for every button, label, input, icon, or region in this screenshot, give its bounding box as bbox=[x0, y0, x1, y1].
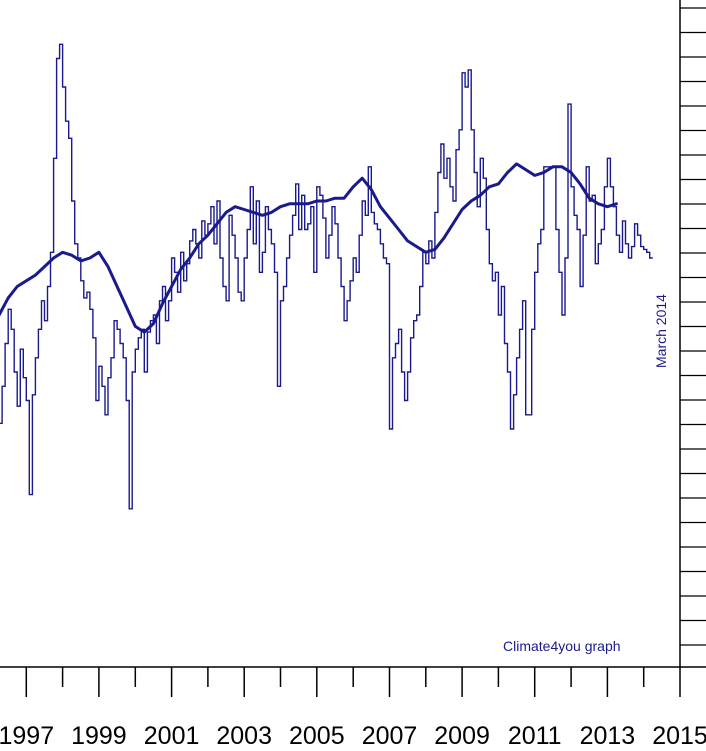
credit-label: Climate4you graph bbox=[503, 638, 621, 654]
running-mean-line bbox=[0, 162, 618, 334]
x-tick-label: 1999 bbox=[71, 722, 127, 750]
x-axis-ticks bbox=[25, 667, 681, 697]
axes bbox=[0, 0, 706, 668]
series-running-mean bbox=[0, 162, 618, 334]
x-tick-label: 2001 bbox=[144, 722, 200, 750]
x-tick-label: 2015 bbox=[652, 722, 706, 750]
date-stamp-label: March 2014 bbox=[653, 294, 669, 368]
x-tick-label: 2013 bbox=[580, 722, 636, 750]
x-tick-label: 2011 bbox=[508, 722, 562, 750]
x-tick-label: 1997 bbox=[0, 722, 54, 750]
x-tick-label: 2007 bbox=[362, 722, 418, 750]
series-monthly bbox=[0, 43, 653, 510]
x-tick-label: 2003 bbox=[216, 722, 272, 750]
x-tick-label: 2005 bbox=[289, 722, 345, 750]
x-tick-label: 2009 bbox=[434, 722, 490, 750]
y-axis-ticks bbox=[680, 7, 706, 646]
x-axis-tick-labels: 1997 1999 2001 2003 2005 2007 2009 2011 2013 2015 bbox=[0, 722, 706, 750]
monthly-step-line bbox=[0, 43, 653, 510]
